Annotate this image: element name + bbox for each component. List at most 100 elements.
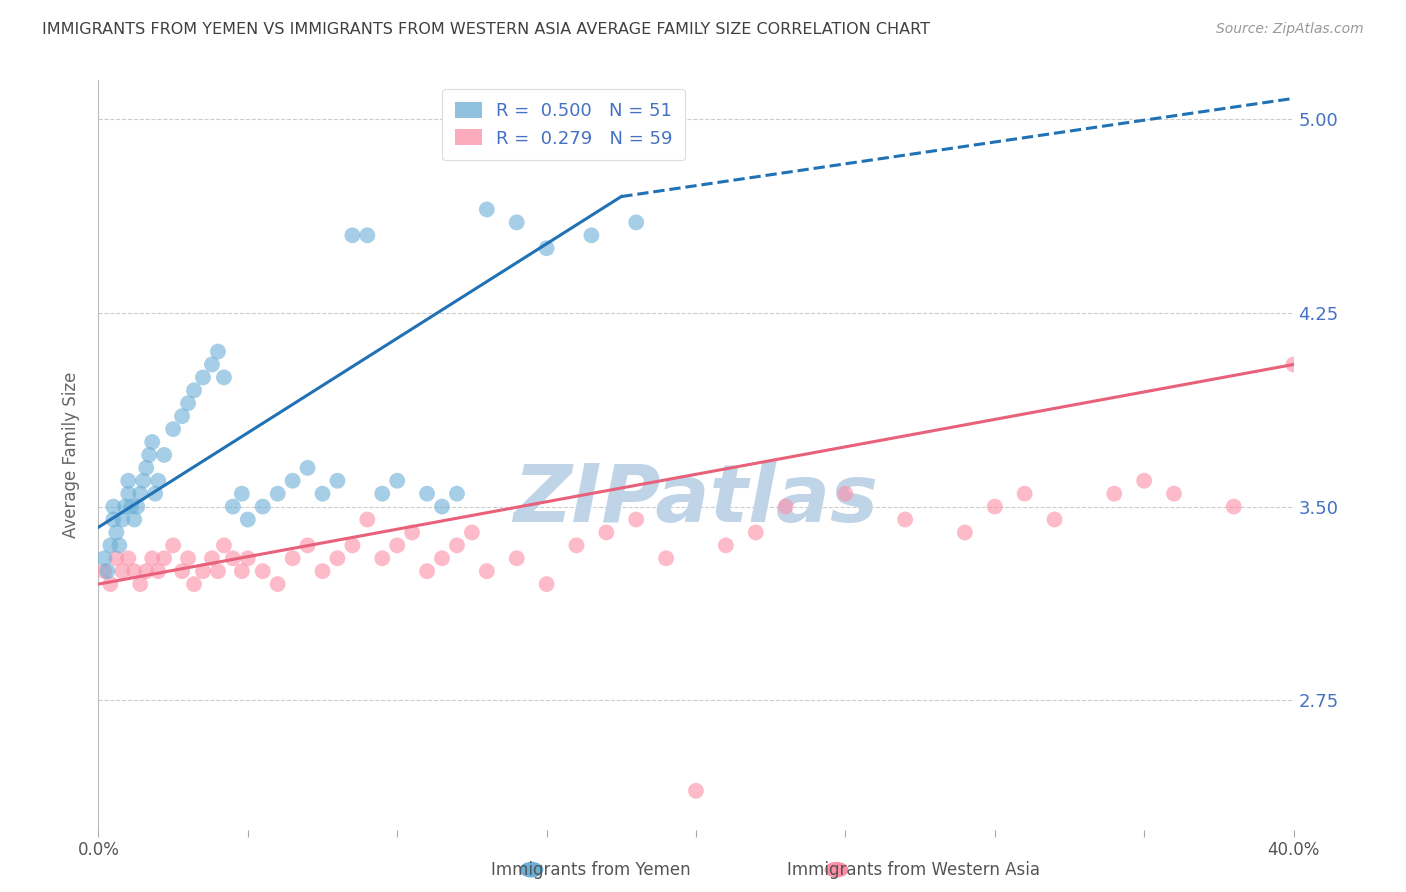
Point: [105, 525, 128, 540]
Point: [138, 448, 160, 462]
Point: [281, 551, 304, 566]
Text: ZIPatlas: ZIPatlas: [513, 461, 879, 539]
Point: [655, 551, 678, 566]
Point: [103, 512, 125, 526]
Point: [894, 512, 917, 526]
Point: [143, 486, 166, 500]
Point: [172, 564, 194, 578]
Point: [371, 486, 394, 500]
Point: [114, 500, 136, 514]
Point: [342, 538, 364, 552]
Point: [385, 474, 409, 488]
Point: [1133, 474, 1156, 488]
Point: [191, 564, 214, 578]
Point: [356, 512, 378, 526]
Point: [1282, 358, 1305, 372]
Point: [581, 228, 603, 243]
Point: [108, 538, 131, 552]
Text: Source: ZipAtlas.com: Source: ZipAtlas.com: [1216, 22, 1364, 37]
Point: [212, 370, 235, 384]
Point: [236, 551, 259, 566]
Point: [267, 577, 290, 591]
Point: [207, 564, 229, 578]
Point: [430, 500, 453, 514]
Point: [93, 564, 115, 578]
Point: [1014, 486, 1036, 500]
Point: [141, 435, 163, 450]
Text: Immigrants from Yemen: Immigrants from Yemen: [491, 861, 690, 879]
Point: [430, 551, 453, 566]
Point: [111, 564, 134, 578]
Point: [148, 474, 170, 488]
Point: [326, 551, 349, 566]
Point: [172, 409, 194, 424]
Point: [475, 202, 498, 217]
Point: [714, 538, 737, 552]
Point: [1163, 486, 1185, 500]
Point: [153, 551, 176, 566]
Point: [207, 344, 229, 359]
Point: [595, 525, 617, 540]
Point: [132, 474, 155, 488]
Point: [162, 538, 184, 552]
Point: [177, 551, 200, 566]
Point: [222, 500, 245, 514]
Point: [117, 551, 139, 566]
Point: [231, 564, 253, 578]
Point: [141, 551, 163, 566]
Point: [117, 474, 139, 488]
Point: [297, 460, 319, 475]
Point: [177, 396, 200, 410]
Point: [129, 486, 152, 500]
Point: [834, 486, 856, 500]
Point: [326, 474, 349, 488]
Y-axis label: Average Family Size: Average Family Size: [62, 372, 80, 538]
Point: [953, 525, 976, 540]
Point: [153, 448, 176, 462]
Point: [446, 538, 468, 552]
Point: [626, 215, 648, 229]
Point: [342, 228, 364, 243]
Point: [183, 384, 205, 398]
Point: [281, 474, 304, 488]
Point: [98, 577, 122, 591]
Point: [120, 500, 142, 514]
Text: IMMIGRANTS FROM YEMEN VS IMMIGRANTS FROM WESTERN ASIA AVERAGE FAMILY SIZE CORREL: IMMIGRANTS FROM YEMEN VS IMMIGRANTS FROM…: [42, 22, 931, 37]
Point: [231, 486, 253, 500]
Point: [506, 215, 529, 229]
Point: [103, 500, 125, 514]
Point: [135, 460, 157, 475]
Point: [96, 564, 118, 578]
Point: [135, 564, 157, 578]
Point: [506, 551, 529, 566]
Point: [124, 512, 146, 526]
Point: [1043, 512, 1066, 526]
Point: [356, 228, 378, 243]
Point: [129, 577, 152, 591]
Point: [148, 564, 170, 578]
Point: [461, 525, 484, 540]
Point: [111, 512, 134, 526]
Point: [311, 564, 333, 578]
Point: [297, 538, 319, 552]
Point: [401, 525, 423, 540]
Point: [105, 551, 128, 566]
Point: [745, 525, 768, 540]
Point: [385, 538, 409, 552]
Point: [536, 577, 558, 591]
Point: [201, 551, 224, 566]
Point: [446, 486, 468, 500]
Point: [626, 512, 648, 526]
Point: [984, 500, 1007, 514]
Point: [267, 486, 290, 500]
Point: [565, 538, 588, 552]
Point: [416, 486, 439, 500]
Text: Immigrants from Western Asia: Immigrants from Western Asia: [787, 861, 1040, 879]
Point: [475, 564, 498, 578]
Point: [127, 500, 149, 514]
Point: [212, 538, 235, 552]
Point: [416, 564, 439, 578]
Point: [311, 486, 333, 500]
Point: [201, 358, 224, 372]
Point: [222, 551, 245, 566]
